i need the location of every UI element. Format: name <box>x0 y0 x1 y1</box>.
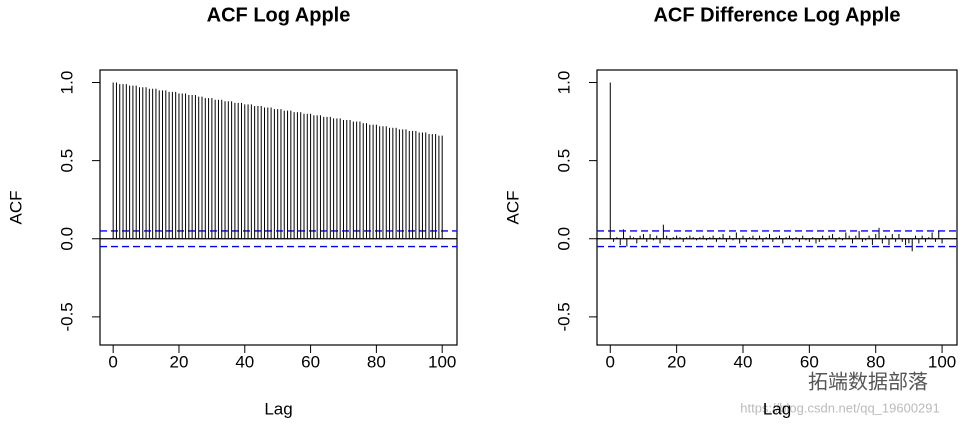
y-tick-label: -0.5 <box>57 302 76 331</box>
y-tick-label: 1.0 <box>554 71 573 95</box>
x-tick-label: 0 <box>606 352 615 371</box>
x-tick-label: 40 <box>734 352 753 371</box>
watermark-text: 拓端数据部落 <box>808 370 928 393</box>
x-tick-label: 20 <box>667 352 686 371</box>
y-tick-label: 0.5 <box>554 149 573 173</box>
x-tick-label: 40 <box>235 352 254 371</box>
x-tick-label: 60 <box>301 352 320 371</box>
chart-title: ACF Log Apple <box>207 4 351 26</box>
x-tick-label: 100 <box>928 352 956 371</box>
x-tick-label: 60 <box>800 352 819 371</box>
x-tick-label: 0 <box>108 352 117 371</box>
y-tick-label: 0.0 <box>554 227 573 251</box>
plot-box <box>596 69 958 346</box>
x-tick-label: 80 <box>866 352 885 371</box>
x-tick-label: 20 <box>170 352 189 371</box>
y-axis-label: ACF <box>6 191 25 225</box>
y-tick-label: 1.0 <box>57 71 76 95</box>
y-tick-label: -0.5 <box>554 302 573 331</box>
plot-box <box>99 69 458 346</box>
x-axis-label: Lag <box>763 399 791 418</box>
x-tick-label: 100 <box>428 352 456 371</box>
y-axis-label: ACF <box>503 191 522 225</box>
y-tick-label: 0.5 <box>57 149 76 173</box>
y-tick-label: 0.0 <box>57 227 76 251</box>
x-tick-label: 80 <box>367 352 386 371</box>
watermark-url: https://blog.csdn.net/qq_19600291 <box>740 400 940 415</box>
chart-title: ACF Difference Log Apple <box>653 4 900 26</box>
x-axis-label: Lag <box>264 399 292 418</box>
